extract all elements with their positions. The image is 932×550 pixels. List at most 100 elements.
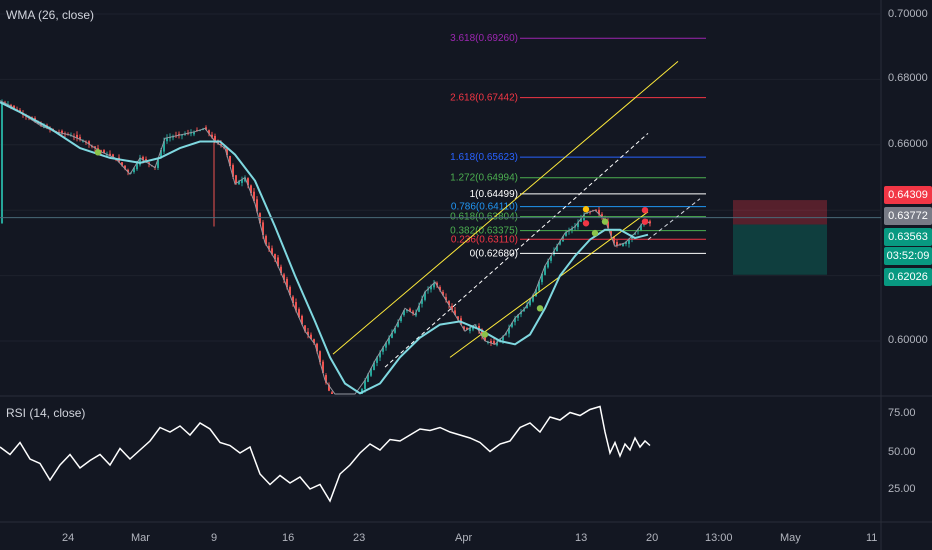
candle-body (322, 361, 324, 374)
position-tool[interactable] (733, 200, 827, 275)
candle-body (481, 329, 483, 337)
candle-body (10, 104, 12, 107)
time-tick: 11 (866, 532, 877, 544)
candle-body (277, 257, 279, 267)
candle-body (376, 357, 378, 363)
candle-body (598, 209, 600, 215)
candle-body (292, 296, 294, 304)
candle-body (649, 221, 651, 224)
candle-body (163, 141, 165, 152)
candle-body (406, 309, 408, 312)
signal-marker (481, 331, 489, 338)
candle-body (541, 273, 543, 283)
candle-body (466, 327, 468, 330)
candle-body (409, 308, 411, 312)
candle-body (241, 179, 243, 183)
candle-body (190, 132, 192, 134)
candle-body (370, 368, 372, 376)
rsi-axis[interactable]: 75.00 50.00 25.00 (888, 407, 916, 495)
candle-body (397, 322, 399, 327)
fib-extension-tool[interactable]: 3.618(0.69260) 2.618(0.67442) 1.618(0.6562… (450, 33, 706, 259)
candle-body (523, 309, 525, 312)
candle-body (280, 266, 282, 273)
candle-body (100, 150, 102, 152)
fib-level-label: 0(0.62680) (470, 248, 518, 259)
candle-body (313, 339, 315, 343)
channel-line[interactable] (332, 61, 679, 355)
candle-body (502, 336, 504, 341)
candle-body (298, 309, 300, 318)
candle-body (394, 327, 396, 333)
candle-body (415, 312, 417, 316)
candle-body (232, 165, 234, 177)
signal-marker (582, 206, 590, 213)
time-axis[interactable]: 24 Mar 9 16 23 Apr 13 20 13:00 May 11 (62, 532, 877, 544)
candle-body (133, 167, 135, 173)
price-tick: 0.70000 (888, 8, 928, 20)
candle-body (202, 129, 204, 131)
fib-level-label: 2.618(0.67442) (450, 93, 518, 104)
candle-body (628, 238, 630, 244)
candle-body (517, 315, 519, 318)
candle-body (283, 274, 285, 280)
signal-marker (641, 207, 649, 214)
stop-price-tag: 0.64309 (884, 186, 932, 204)
candle-body (253, 191, 255, 202)
candle-body (157, 158, 159, 168)
candle-body (382, 347, 384, 352)
candle-body (136, 162, 138, 170)
candle-body (247, 178, 249, 186)
candle-body (388, 337, 390, 344)
candle-body (547, 260, 549, 268)
candle-body (211, 134, 213, 138)
candle-body (451, 306, 453, 310)
candle-body (490, 340, 492, 343)
time-tick: 13 (575, 532, 587, 544)
candle-body (205, 127, 207, 130)
stop-zone[interactable] (733, 200, 827, 225)
rsi-indicator-label[interactable]: RSI (14, close) (6, 406, 86, 420)
candle-body (127, 169, 129, 173)
channel-line[interactable] (384, 132, 649, 368)
candle-body (79, 137, 81, 140)
candle-body (268, 245, 270, 250)
candle-body (508, 327, 510, 334)
candle-body (427, 289, 429, 291)
candle-body (556, 246, 558, 252)
candle-body (274, 254, 276, 260)
candle-body (391, 332, 393, 338)
candle-body (76, 134, 78, 139)
candle-body (424, 291, 426, 300)
price-axis[interactable]: 0.70000 0.68000 0.66000 0.60000 (888, 8, 928, 346)
candle-body (613, 237, 615, 244)
countdown-tag: 03:52:09 (884, 247, 932, 265)
candle-body (256, 199, 258, 212)
candle-body (436, 282, 438, 286)
candle-body (484, 335, 486, 341)
signal-marker (591, 229, 599, 237)
candle-body (310, 334, 312, 340)
candle-body (208, 130, 210, 134)
candle-body (259, 213, 261, 224)
rsi-tick: 75.00 (888, 407, 916, 419)
candle-body (148, 162, 150, 164)
candle-body (601, 214, 603, 218)
fib-level-label: 0.786(0.64110) (451, 202, 518, 213)
rsi-line (0, 405, 651, 503)
signal-marker (582, 220, 590, 227)
candle-body (316, 343, 318, 352)
candle-body (577, 222, 579, 227)
target-zone[interactable] (733, 224, 827, 275)
current-price-tag: 0.63772 (884, 207, 932, 225)
wma-indicator-label[interactable]: WMA (26, close) (6, 8, 95, 22)
candle-body (385, 342, 387, 348)
candle-body (439, 287, 441, 291)
candle-body (622, 243, 624, 247)
candle-body (61, 130, 63, 134)
candle-body (295, 302, 297, 311)
candle-body (520, 312, 522, 315)
entry-price-tag: 0.63563 (884, 228, 932, 246)
price-line (0, 100, 651, 395)
